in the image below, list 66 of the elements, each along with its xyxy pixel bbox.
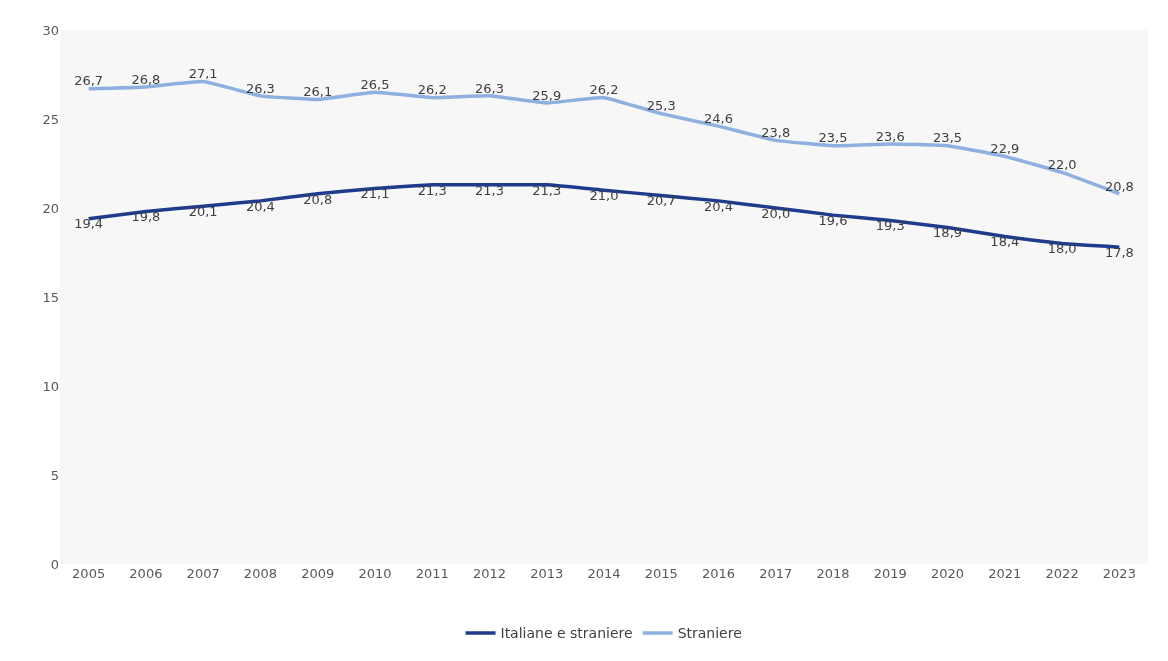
legend-label: Italiane e straniere	[500, 625, 633, 642]
y-tick-label: 0	[50, 556, 59, 572]
y-tick-label: 10	[42, 378, 59, 394]
x-tick-label: 2009	[301, 566, 335, 581]
data-label: 20,0	[761, 205, 791, 221]
data-label: 26,5	[360, 77, 390, 93]
x-tick-label: 2007	[186, 566, 220, 581]
y-tick-label: 5	[50, 467, 59, 483]
data-label: 26,3	[474, 80, 504, 96]
data-label: 20,8	[1104, 178, 1134, 194]
data-label: 25,9	[532, 87, 562, 103]
x-tick-label: 2013	[530, 566, 564, 581]
data-label: 23,5	[933, 130, 963, 146]
data-label: 26,1	[303, 84, 333, 100]
data-label: 20,7	[646, 193, 676, 209]
data-label: 23,5	[818, 130, 848, 146]
data-label: 26,3	[245, 80, 275, 96]
data-label: 20,8	[303, 191, 333, 207]
y-tick-label: 20	[42, 200, 59, 216]
data-label: 22,0	[1047, 157, 1077, 173]
x-tick-label: 2005	[72, 566, 106, 581]
data-label: 21,0	[589, 187, 619, 203]
data-label: 26,2	[589, 82, 619, 98]
data-label: 20,4	[245, 198, 275, 214]
legend-label: Straniere	[677, 625, 742, 642]
data-label: 20,4	[704, 198, 734, 214]
data-label: 19,6	[818, 212, 848, 228]
x-tick-label: 2019	[873, 566, 907, 581]
data-label: 19,3	[875, 218, 905, 234]
data-label: 20,1	[188, 203, 218, 219]
x-tick-label: 2006	[129, 566, 163, 581]
data-label: 19,8	[131, 209, 161, 225]
data-label: 21,3	[417, 182, 447, 198]
y-tick-label: 30	[42, 22, 59, 38]
x-tick-label: 2022	[1045, 566, 1079, 581]
data-label: 26,2	[417, 82, 447, 98]
data-label: 23,6	[875, 128, 905, 144]
x-tick-label: 2008	[243, 566, 277, 581]
x-tick-label: 2023	[1102, 566, 1136, 581]
data-label: 24,6	[704, 110, 734, 126]
data-label: 19,4	[74, 216, 104, 232]
data-label: 25,3	[646, 98, 676, 114]
data-label: 18,4	[990, 234, 1020, 250]
data-label: 26,7	[74, 73, 104, 89]
data-label: 21,3	[532, 182, 562, 198]
x-tick-label: 2010	[358, 566, 392, 581]
x-tick-label: 2014	[587, 566, 621, 581]
x-tick-label: 2018	[816, 566, 850, 581]
data-label: 18,0	[1047, 241, 1077, 257]
data-label: 18,9	[933, 225, 963, 241]
x-tick-label: 2015	[644, 566, 678, 581]
x-tick-label: 2016	[701, 566, 736, 581]
data-label: 21,3	[474, 182, 504, 198]
data-label: 23,8	[761, 125, 791, 141]
y-tick-label: 15	[42, 289, 59, 305]
x-tick-label: 2020	[931, 566, 965, 581]
data-label: 27,1	[188, 66, 218, 82]
x-tick-label: 2012	[472, 566, 507, 581]
data-label: 22,9	[990, 141, 1020, 157]
y-tick-label: 25	[42, 111, 59, 127]
data-label: 21,1	[360, 186, 390, 202]
data-label: 17,8	[1104, 244, 1134, 260]
x-tick-label: 2017	[759, 566, 793, 581]
data-label: 26,8	[131, 71, 161, 87]
x-tick-label: 2011	[415, 566, 449, 581]
x-tick-label: 2021	[988, 566, 1022, 581]
